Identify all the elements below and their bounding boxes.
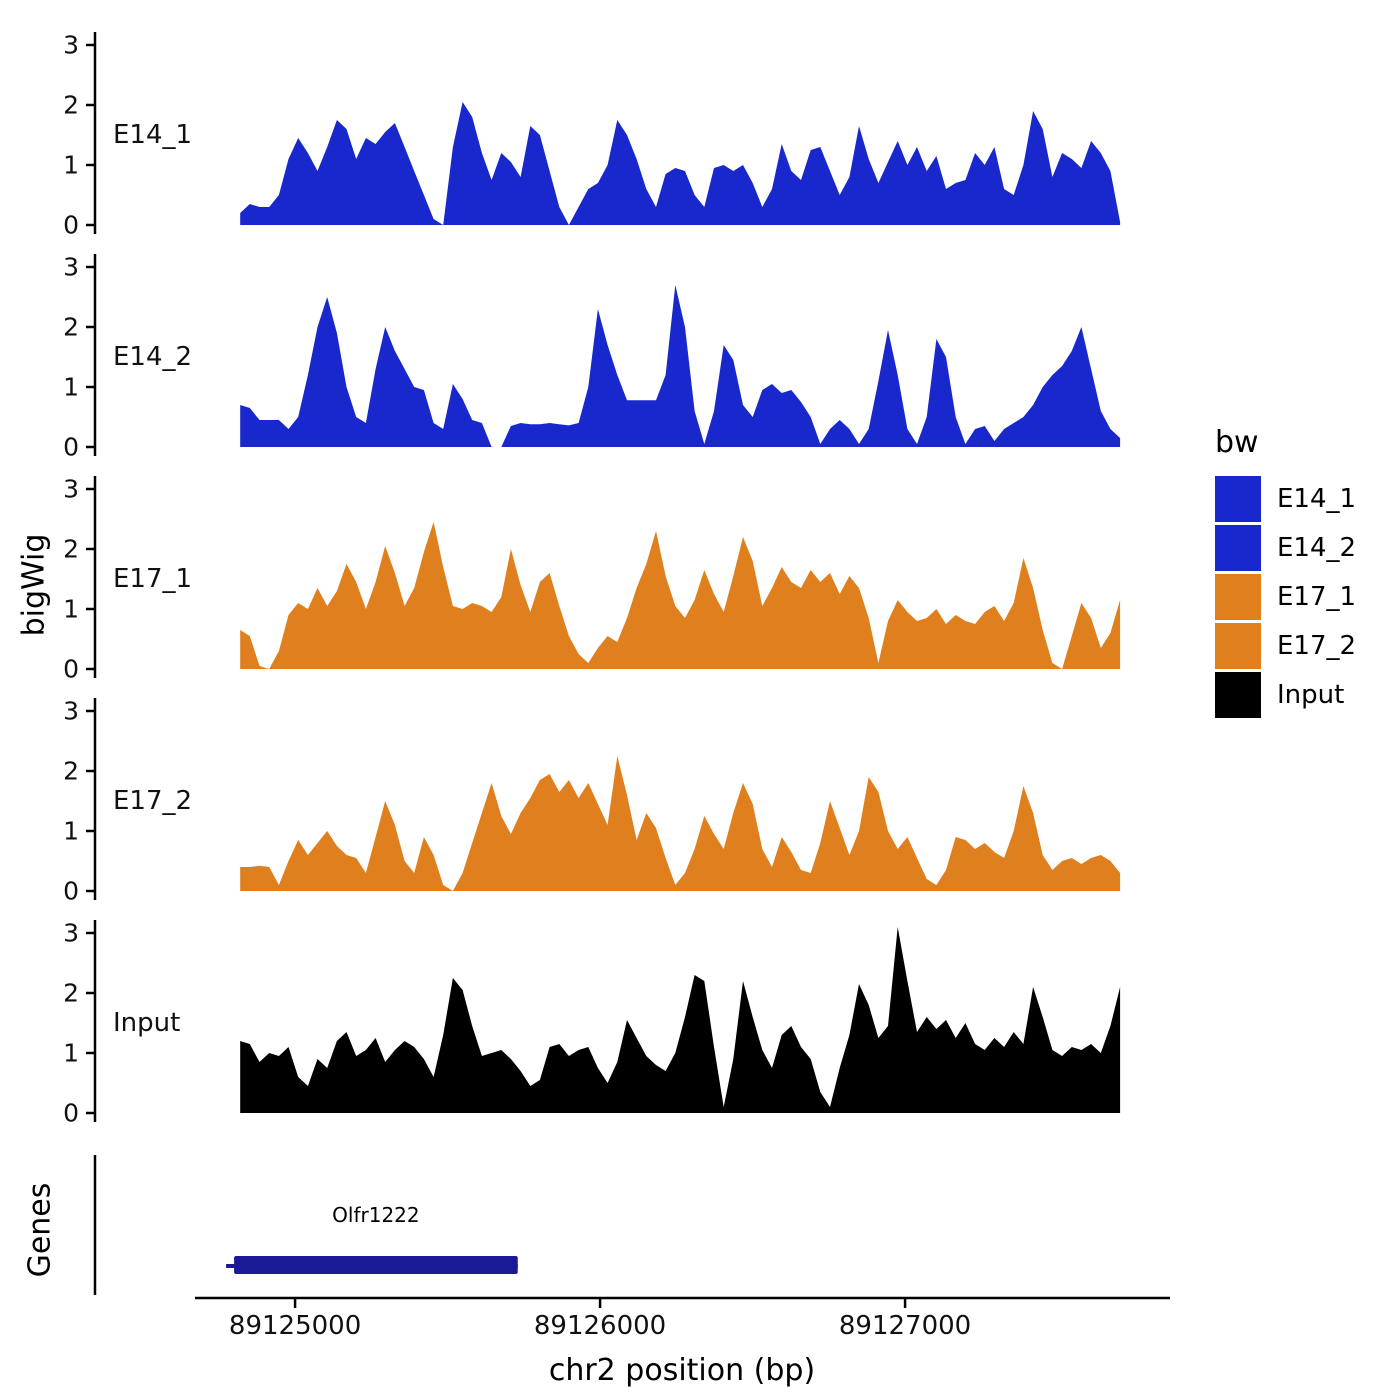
track-label-E17_2: E17_2 (113, 786, 192, 816)
y-tick-label: 1 (63, 595, 79, 624)
y-tick-label: 0 (63, 433, 79, 459)
legend-entry[interactable]: E14_1 (1215, 476, 1356, 522)
y-tick-label: 3 (63, 697, 79, 726)
legend-entry[interactable]: Input (1215, 672, 1356, 718)
genes-chart: Olfr1222 (93, 1155, 518, 1295)
y-tick-label: 2 (63, 979, 79, 1008)
y-tick-label: 1 (63, 1039, 79, 1068)
x-tick-label: 89126000 (534, 1311, 666, 1341)
y-tick-label: 2 (63, 535, 79, 564)
gene-label: Olfr1222 (332, 1203, 419, 1227)
y-tick-label: 3 (63, 919, 79, 948)
legend-entry[interactable]: E17_2 (1215, 623, 1356, 669)
y-tick-label: 3 (63, 253, 79, 282)
legend-label: E14_1 (1277, 484, 1357, 514)
track-label-Input: Input (113, 1008, 180, 1038)
coverage-area-Input (240, 927, 1121, 1113)
x-axis-chart: 89125000 89126000 89127000 chr2 position (b… (195, 1296, 1170, 1388)
genes-axis-title: Genes (22, 1182, 58, 1278)
legend-label: E17_1 (1277, 582, 1357, 612)
y-tick-label: 3 (63, 475, 79, 504)
coverage-area-E17_1 (240, 522, 1121, 669)
x-axis-title: chr2 position (bp) (549, 1353, 815, 1388)
y-tick-label: 2 (63, 757, 79, 786)
y-tick-label: 1 (63, 151, 79, 180)
legend-entry[interactable]: E17_1 (1215, 574, 1356, 620)
coverage-area-E17_2 (240, 756, 1121, 891)
y-tick-label: 3 (63, 31, 79, 60)
track-E14_1-chart: 0 1 2 3 E14_1 (63, 31, 1121, 237)
track-Input-chart: 0 1 2 3 Input (63, 919, 1121, 1125)
legend-label: Input (1277, 680, 1345, 710)
track-label-E14_2: E14_2 (113, 342, 192, 372)
legend-swatch-E14_1 (1215, 476, 1261, 522)
y-tick-label: 0 (63, 655, 79, 681)
y-tick-label: 2 (63, 91, 79, 120)
legend-swatch-E14_2 (1215, 525, 1261, 571)
track-E17_2-chart: 0 1 2 3 E17_2 (63, 697, 1121, 903)
legend-swatch-E17_2 (1215, 623, 1261, 669)
y-tick-label: 0 (63, 877, 79, 903)
legend-label: E14_2 (1277, 533, 1357, 563)
legend-entry[interactable]: E14_2 (1215, 525, 1356, 571)
coverage-area-E14_2 (240, 285, 1121, 447)
track-E14_2-chart: 0 1 2 3 E14_2 (63, 253, 1121, 459)
y-tick-label: 1 (63, 817, 79, 846)
y-tick-label: 2 (63, 313, 79, 342)
y-axis-title: bigWig (16, 533, 52, 637)
legend-label: E17_2 (1277, 631, 1357, 661)
track-label-E17_1: E17_1 (113, 564, 192, 594)
x-tick-label: 89125000 (229, 1311, 361, 1341)
y-tick-label: 0 (63, 1099, 79, 1125)
gene-body[interactable] (234, 1256, 518, 1274)
legend-title: bw (1215, 425, 1259, 460)
y-tick-label: 1 (63, 373, 79, 402)
legend-swatch-Input (1215, 672, 1261, 718)
track-label-E14_1: E14_1 (113, 120, 192, 150)
track-E17_1-chart: 0 1 2 3 E17_1 (63, 475, 1121, 681)
legend: bw E14_1 E14_2 E17_1 E17_2 Input (1215, 425, 1356, 721)
x-tick-label: 89127000 (839, 1311, 971, 1341)
coverage-area-E14_1 (240, 102, 1121, 225)
legend-swatch-E17_1 (1215, 574, 1261, 620)
y-tick-label: 0 (63, 211, 79, 237)
